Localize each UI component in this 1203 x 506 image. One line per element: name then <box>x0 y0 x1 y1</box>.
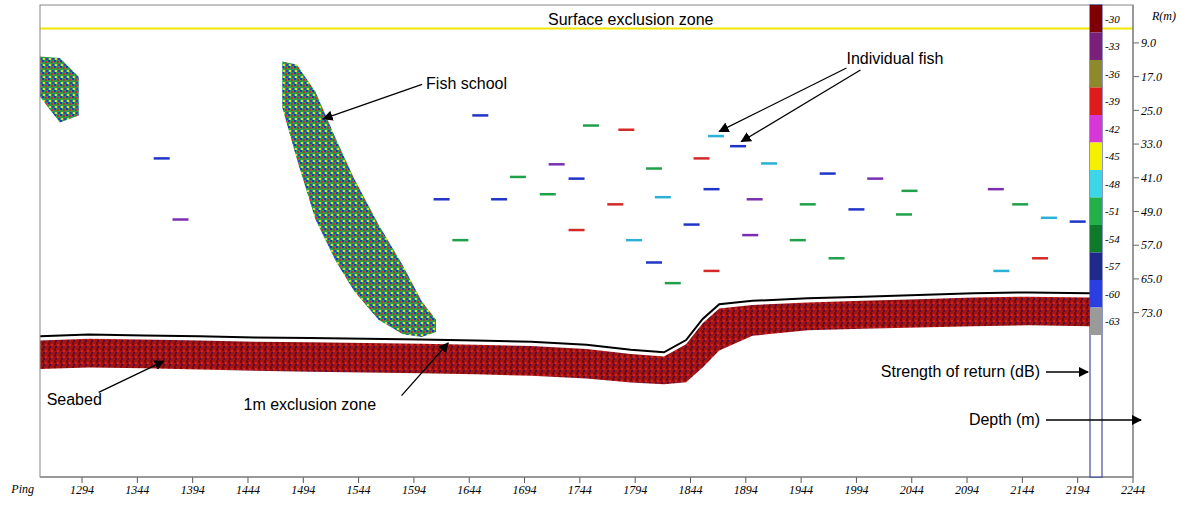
svg-text:-42: -42 <box>1105 123 1120 135</box>
svg-text:-30: -30 <box>1105 13 1120 25</box>
svg-text:2244: 2244 <box>1121 483 1145 497</box>
svg-text:Depth (m): Depth (m) <box>969 411 1040 428</box>
svg-text:1944: 1944 <box>789 483 813 497</box>
svg-text:2194: 2194 <box>1066 483 1090 497</box>
svg-text:-33: -33 <box>1105 40 1120 52</box>
svg-text:1894: 1894 <box>734 483 758 497</box>
svg-text:1594: 1594 <box>402 483 426 497</box>
svg-text:33.0: 33.0 <box>1140 137 1162 151</box>
svg-text:1344: 1344 <box>125 483 149 497</box>
svg-text:2094: 2094 <box>955 483 979 497</box>
svg-text:1494: 1494 <box>291 483 315 497</box>
svg-text:25.0: 25.0 <box>1141 104 1162 118</box>
svg-text:1m exclusion zone: 1m exclusion zone <box>244 396 377 413</box>
svg-text:73.0: 73.0 <box>1141 306 1162 320</box>
svg-text:-60: -60 <box>1105 288 1120 300</box>
svg-text:2044: 2044 <box>900 483 924 497</box>
svg-text:1644: 1644 <box>457 483 481 497</box>
svg-text:Surface exclusion zone: Surface exclusion zone <box>548 11 714 28</box>
svg-text:2144: 2144 <box>1010 483 1034 497</box>
svg-text:1544: 1544 <box>347 483 371 497</box>
svg-text:41.0: 41.0 <box>1141 171 1162 185</box>
svg-text:-51: -51 <box>1105 205 1120 217</box>
svg-text:1994: 1994 <box>844 483 868 497</box>
svg-text:-48: -48 <box>1105 178 1120 190</box>
svg-text:1694: 1694 <box>513 483 537 497</box>
svg-text:9.0: 9.0 <box>1141 36 1156 50</box>
svg-text:-36: -36 <box>1105 68 1120 80</box>
svg-text:49.0: 49.0 <box>1141 205 1162 219</box>
svg-text:Fish school: Fish school <box>426 75 507 92</box>
svg-text:-54: -54 <box>1105 233 1120 245</box>
svg-text:1844: 1844 <box>678 483 702 497</box>
svg-text:1394: 1394 <box>181 483 205 497</box>
svg-text:-63: -63 <box>1105 315 1120 327</box>
svg-text:R(m): R(m) <box>1151 9 1176 23</box>
svg-text:1744: 1744 <box>568 483 592 497</box>
svg-text:-39: -39 <box>1105 95 1120 107</box>
svg-text:Strength of return (dB): Strength of return (dB) <box>881 363 1040 380</box>
svg-text:Seabed: Seabed <box>47 391 102 408</box>
svg-text:57.0: 57.0 <box>1141 238 1162 252</box>
svg-text:Individual fish: Individual fish <box>846 50 943 67</box>
svg-text:Ping: Ping <box>10 482 34 496</box>
svg-text:1444: 1444 <box>236 483 260 497</box>
svg-text:17.0: 17.0 <box>1141 70 1162 84</box>
svg-text:-45: -45 <box>1105 150 1120 162</box>
svg-text:1294: 1294 <box>70 483 94 497</box>
svg-text:-57: -57 <box>1105 260 1120 272</box>
svg-text:65.0: 65.0 <box>1141 272 1162 286</box>
svg-text:1794: 1794 <box>623 483 647 497</box>
